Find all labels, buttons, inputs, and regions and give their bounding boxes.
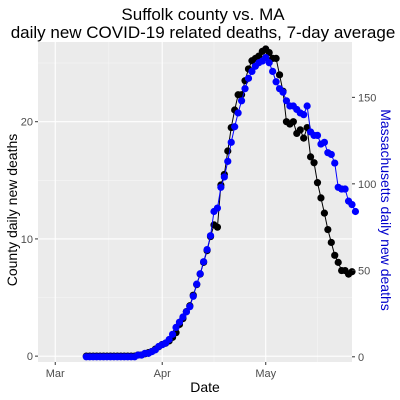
suffolk-point (289, 118, 297, 126)
massachusetts-point (203, 245, 211, 254)
massachusetts-point (341, 185, 349, 193)
massachusetts-point (265, 59, 273, 67)
massachusetts-point (303, 102, 311, 110)
suffolk-point (331, 251, 339, 259)
massachusetts-point (234, 109, 242, 117)
massachusetts-point (175, 318, 184, 326)
massachusetts-point (224, 157, 232, 165)
massachusetts-point (179, 313, 187, 321)
x-tick-label: Apr (154, 368, 171, 380)
massachusetts-point (196, 270, 204, 278)
left-tick-label: 10 (21, 234, 33, 246)
massachusetts-point (227, 138, 235, 146)
right-axis: 0 50 100 150 (352, 92, 376, 364)
massachusetts-point (165, 335, 173, 344)
chart-titles: Suffolk county vs. MA daily new COVID-19… (11, 5, 396, 42)
chart-subtitle: daily new COVID-19 related deaths, 7-day… (11, 23, 396, 42)
massachusetts-point (241, 85, 249, 93)
left-axis-title: County daily new deaths (4, 134, 20, 287)
massachusetts-point (206, 232, 215, 240)
suffolk-point (265, 48, 273, 57)
massachusetts-point (269, 67, 277, 76)
plot-panel-background (38, 42, 352, 362)
bottom-axis: Mar Apr May (46, 362, 277, 380)
suffolk-point (334, 258, 342, 266)
suffolk-point (275, 71, 284, 79)
massachusetts-point (237, 97, 246, 105)
massachusetts-point (220, 173, 228, 181)
suffolk-point (348, 268, 356, 276)
right-axis-title: Massachusetts daily new deaths (378, 109, 394, 311)
suffolk-point (310, 159, 318, 167)
series-layer (82, 45, 360, 361)
massachusetts-point (168, 330, 177, 338)
suffolk-point (272, 54, 280, 63)
massachusetts-point (248, 67, 256, 76)
massachusetts-point (213, 204, 222, 212)
left-tick-label: 20 (21, 117, 33, 129)
massachusetts-point (272, 78, 280, 86)
right-tick-label: 100 (358, 179, 376, 191)
suffolk-point (306, 153, 315, 161)
massachusetts-point (231, 123, 239, 131)
right-tick-label: 0 (358, 352, 364, 364)
massachusetts-point (172, 323, 180, 332)
suffolk-point (300, 134, 308, 142)
massachusetts-point (186, 303, 194, 311)
massachusetts-point (320, 138, 328, 146)
massachusetts-point (189, 292, 197, 300)
left-axis: 0 10 20 (21, 117, 38, 363)
suffolk-point (324, 225, 332, 234)
x-axis-title: Date (190, 379, 220, 395)
suffolk-point (317, 194, 325, 202)
suffolk-point (313, 179, 322, 187)
massachusetts-point (327, 150, 335, 159)
massachusetts-point (351, 207, 360, 216)
plot-area (38, 42, 360, 362)
massachusetts-point (200, 258, 208, 266)
right-tick-label: 50 (358, 265, 370, 277)
massachusetts-point (244, 74, 253, 82)
suffolk-point (327, 238, 335, 247)
massachusetts-point (313, 131, 322, 140)
massachusetts-point (217, 183, 225, 191)
x-tick-label: Mar (46, 368, 65, 380)
suffolk-point (320, 209, 328, 217)
left-tick-label: 0 (27, 351, 33, 363)
massachusetts-point (331, 159, 339, 167)
minor-gridlines (38, 42, 352, 362)
suffolk-point (213, 223, 222, 231)
right-tick-label: 150 (358, 92, 376, 104)
massachusetts-point (279, 88, 287, 96)
massachusetts-point (193, 280, 201, 288)
massachusetts-point (282, 97, 291, 105)
chart-title: Suffolk county vs. MA (121, 5, 285, 24)
massachusetts-point (262, 53, 270, 62)
massachusetts-series (82, 53, 360, 361)
massachusetts-point (348, 200, 356, 209)
massachusetts-point (300, 111, 308, 119)
suffolk-point (296, 126, 304, 134)
x-tick-label: May (255, 368, 276, 380)
massachusetts-point (182, 308, 190, 316)
